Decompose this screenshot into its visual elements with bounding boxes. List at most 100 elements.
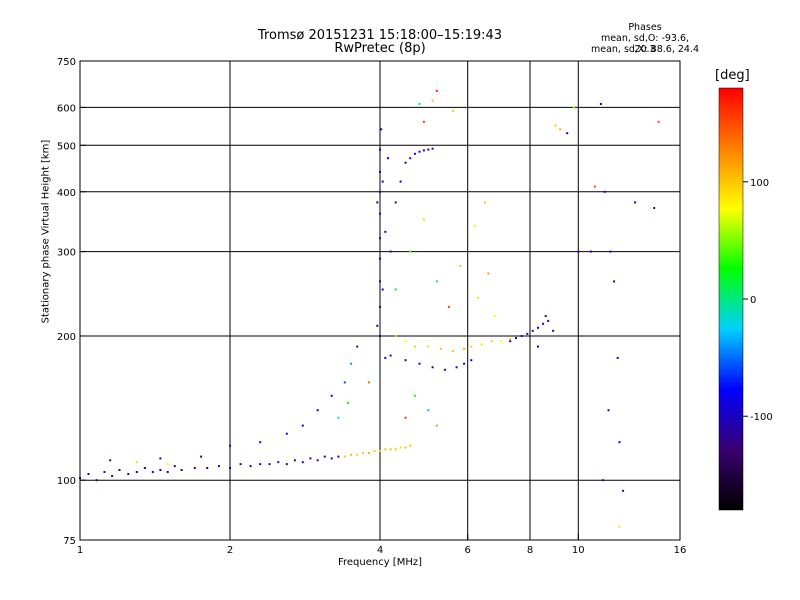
data-point [389, 448, 392, 451]
data-point [143, 467, 146, 469]
data-point [435, 89, 438, 92]
colorbar [718, 87, 744, 511]
y-tick-label: 400 [57, 188, 76, 199]
data-point [509, 338, 512, 341]
data-point [566, 132, 569, 135]
data-point [537, 345, 539, 348]
x-axis-ticks: 1 2 4 6 8 10 16 [77, 534, 687, 556]
data-point [379, 257, 381, 260]
data-point [347, 401, 349, 404]
data-point [409, 444, 412, 447]
data-point [451, 109, 454, 112]
data-point [618, 525, 621, 528]
data-point [526, 332, 529, 335]
data-point [379, 305, 381, 308]
x-tick-label: 8 [527, 545, 533, 556]
y-tick-label: 750 [57, 57, 76, 68]
data-point [384, 448, 387, 451]
data-point [634, 201, 637, 204]
data-point [159, 469, 162, 471]
y-tick-label: 75 [63, 536, 76, 547]
data-point [463, 362, 466, 365]
data-point [589, 250, 592, 253]
data-point [552, 329, 555, 332]
data-point [111, 475, 114, 477]
data-point [577, 250, 580, 253]
data-point [470, 359, 473, 362]
data-point [350, 453, 353, 456]
colorbar-label: [deg] [715, 68, 750, 83]
data-point [309, 457, 312, 460]
data-point [601, 479, 604, 482]
data-point [384, 230, 387, 233]
y-axis-label: Stationary phase Virtual Height [km] [40, 139, 52, 324]
data-point [443, 368, 446, 371]
data-point [559, 128, 562, 131]
data-point [103, 471, 106, 473]
data-point [459, 265, 462, 267]
data-point [607, 409, 610, 412]
data-point [399, 446, 402, 449]
data-point [135, 461, 138, 464]
data-point [229, 444, 231, 447]
data-point [376, 324, 379, 327]
data-point [431, 147, 434, 150]
data-point [316, 409, 319, 412]
data-point [427, 148, 430, 151]
data-point [316, 459, 319, 462]
data-point [379, 148, 381, 151]
data-point [487, 272, 490, 275]
data-point [127, 473, 130, 475]
data-point [277, 461, 280, 464]
data-point [362, 451, 365, 454]
phases-stats-x: mean, sd,X: 88.6, 24.4 [590, 44, 700, 55]
data-points [79, 89, 660, 528]
data-point [330, 457, 333, 460]
data-point [200, 455, 203, 458]
data-point [356, 345, 359, 348]
data-point [381, 180, 384, 183]
data-point [399, 180, 402, 183]
colorbar-tick-label: -100 [750, 412, 773, 423]
data-point [480, 343, 483, 346]
data-point [268, 463, 271, 466]
data-point [622, 489, 625, 492]
data-point [381, 288, 384, 291]
y-tick-label: 200 [57, 332, 76, 343]
data-point [435, 280, 438, 283]
data-point [301, 461, 304, 464]
data-point [217, 465, 220, 468]
data-point [259, 441, 262, 444]
data-point [394, 335, 397, 337]
data-point [455, 366, 458, 369]
data-point [367, 451, 370, 454]
x-tick-label: 4 [377, 545, 383, 556]
data-point [239, 463, 242, 466]
data-point [427, 345, 430, 348]
data-point [618, 441, 621, 444]
data-point [259, 463, 262, 466]
data-point [418, 103, 421, 105]
data-point [613, 280, 616, 283]
data-point [554, 124, 557, 127]
data-point [404, 359, 407, 362]
data-point [356, 453, 359, 456]
data-point [301, 424, 304, 427]
data-point [599, 103, 602, 105]
data-point [159, 457, 162, 460]
data-point [373, 450, 376, 453]
data-point [509, 340, 512, 343]
data-point [531, 329, 534, 332]
data-point [87, 473, 90, 475]
data-point [653, 207, 656, 209]
data-point [389, 354, 392, 357]
y-tick-label: 600 [57, 103, 76, 114]
grid-lines [80, 61, 680, 540]
data-point [118, 469, 121, 471]
data-point [135, 471, 138, 473]
x-tick-label: 16 [674, 545, 687, 556]
data-point [404, 416, 407, 419]
data-point [435, 424, 438, 427]
data-point [367, 381, 370, 384]
data-point [404, 340, 407, 343]
